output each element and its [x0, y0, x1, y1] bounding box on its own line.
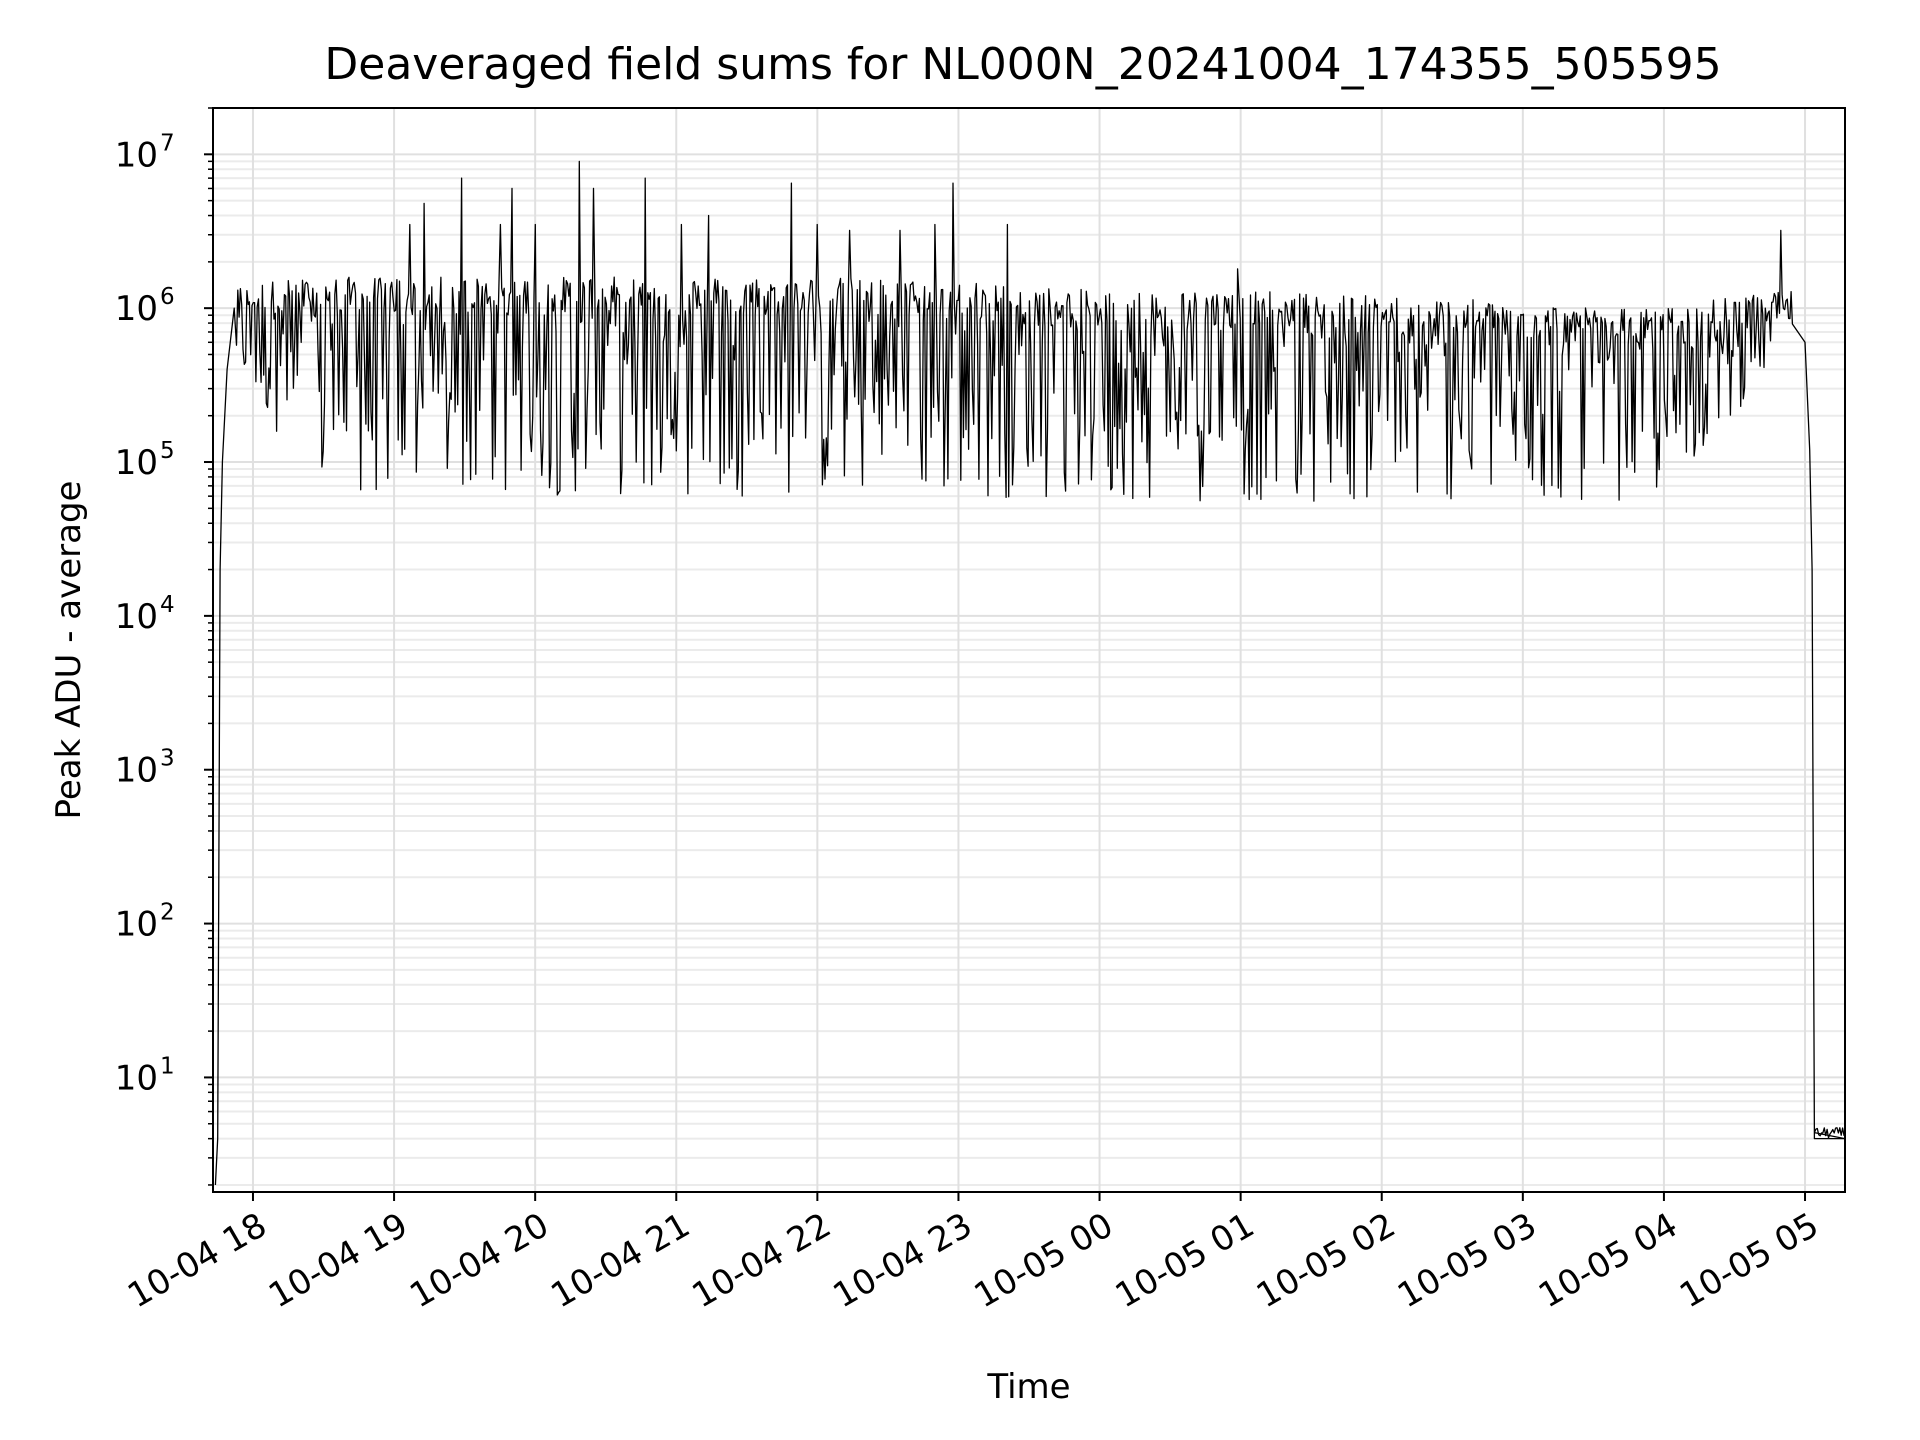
- y-tick-exponent: 4: [160, 592, 175, 618]
- y-tick-label: 10: [115, 905, 158, 945]
- series-line: [214, 160, 1845, 1186]
- y-tick-label: 10: [115, 135, 158, 175]
- y-tick-exponent: 2: [160, 900, 175, 926]
- chart-title: Deaveraged field sums for NL000N_2024100…: [324, 39, 1721, 90]
- y-tick-exponent: 3: [160, 746, 175, 772]
- y-tick-label: 10: [115, 751, 158, 791]
- y-tick-exponent: 5: [160, 438, 175, 464]
- y-tick-label: 10: [115, 1058, 158, 1098]
- y-tick-exponent: 6: [160, 284, 175, 310]
- y-tick-exponent: 1: [160, 1053, 175, 1079]
- plot-area: [214, 160, 1845, 1186]
- y-tick-label: 10: [115, 443, 158, 483]
- y-tick-label: 10: [115, 289, 158, 329]
- y-tick-exponent: 7: [160, 130, 175, 156]
- grid: [213, 107, 1845, 1192]
- x-axis-label: Time: [986, 1367, 1070, 1407]
- y-axis-label: Peak ADU - average: [49, 481, 89, 820]
- y-tick-label: 10: [115, 597, 158, 637]
